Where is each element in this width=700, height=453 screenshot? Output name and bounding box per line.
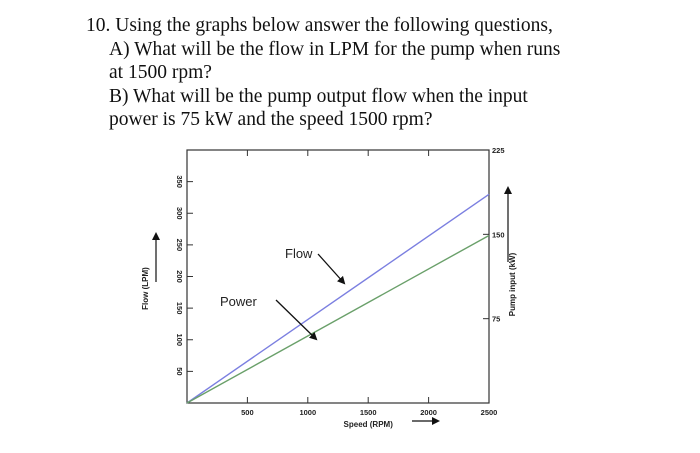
y-tick-label: 200 [175, 270, 184, 283]
y-tick-label: 100 [175, 333, 184, 346]
question-line: B) What will be the pump output flow whe… [109, 85, 528, 107]
question-line: power is 75 kW and the speed 1500 rpm? [109, 109, 433, 130]
series-line-flow [186, 193, 490, 404]
x-tick-label: 2000 [420, 408, 437, 417]
y-axis-title: Flow (LPM) [141, 267, 150, 310]
power-annotation-arrow [275, 299, 318, 341]
flow-annotation-label: Flow [285, 246, 313, 261]
flow-annotation-arrow [317, 253, 346, 285]
y-tick-label: 250 [175, 239, 184, 252]
x-tick-label: 1500 [360, 408, 377, 417]
y2-axis-title: Pump input (kW) [508, 252, 517, 316]
y2-tick-label: 75 [492, 315, 500, 324]
question-line: 10. Using the graphs below answer the fo… [86, 15, 553, 36]
y-tick-label: 50 [175, 367, 184, 375]
y-tick-label: 150 [175, 302, 184, 315]
y-tick-label: 350 [175, 175, 184, 188]
question-line: A) What will be the flow in LPM for the … [109, 38, 561, 60]
x-tick-label: 1000 [299, 408, 316, 417]
x-tick-label: 2500 [481, 408, 498, 417]
question-line: at 1500 rpm? [109, 62, 212, 83]
x-axis-title: Speed (RPM) [344, 420, 394, 429]
question-text: 10. Using the graphs below answer the fo… [86, 14, 686, 132]
y2-tick-label: 225 [492, 146, 505, 155]
y2-tick-label: 150 [492, 230, 505, 239]
x-tick-label: 500 [241, 408, 254, 417]
series-line-power [186, 234, 490, 404]
power-annotation-label: Power [220, 294, 258, 309]
y-tick-label: 300 [175, 207, 184, 220]
